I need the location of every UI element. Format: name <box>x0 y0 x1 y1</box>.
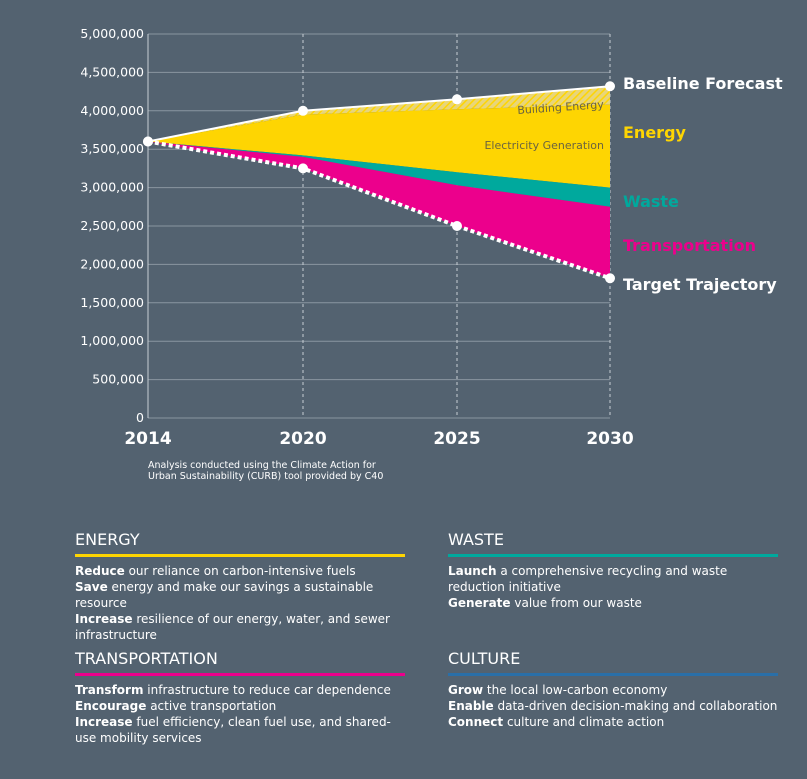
waste-item-verb: Launch <box>448 564 497 578</box>
transportation-item: Transform infrastructure to reduce car d… <box>75 682 405 698</box>
baseline-forecast-line <box>147 85 611 143</box>
electricity-generation-band <box>148 104 610 188</box>
transportation-band <box>148 141 610 279</box>
y-tick-label: 4,000,000 <box>80 103 144 118</box>
waste-band <box>148 141 610 207</box>
x-tick-label: 2014 <box>124 429 171 449</box>
baseline-forecast-point <box>605 81 615 92</box>
y-tick-label: 4,500,000 <box>80 64 144 79</box>
transportation-section: TRANSPORTATION Transform infrastructure t… <box>75 649 405 746</box>
y-tick-label: 1,000,000 <box>80 333 144 348</box>
label-electricity-generation: Electricity Generation <box>484 139 604 152</box>
culture-item: Connect culture and climate action <box>448 714 778 730</box>
culture-item-verb: Grow <box>448 683 484 697</box>
energy-heading: ENERGY <box>75 530 405 557</box>
transportation-item-verb: Increase <box>75 715 133 729</box>
target-trajectory-point <box>143 136 153 147</box>
label-waste: Waste <box>623 192 679 211</box>
culture-item-verb: Enable <box>448 699 494 713</box>
culture-item-verb: Connect <box>448 715 504 729</box>
transportation-item-verb: Encourage <box>75 699 147 713</box>
waste-item: Generate value from our waste <box>448 595 778 611</box>
transportation-heading: TRANSPORTATION <box>75 649 405 676</box>
waste-section: WASTE Launch a comprehensive recycling an… <box>448 530 778 611</box>
culture-item-text: data-driven decision-making and collabor… <box>493 699 778 713</box>
analysis-note-line1: Analysis conducted using the Climate Act… <box>148 460 376 471</box>
baseline-forecast-point <box>452 94 462 105</box>
y-tick-label: 2,500,000 <box>80 218 144 233</box>
target-trajectory-line <box>147 139 611 281</box>
energy-item: Reduce our reliance on carbon-intensive … <box>75 563 405 579</box>
transportation-item: Encourage active transportation <box>75 698 405 714</box>
y-tick-label: 2,000,000 <box>80 256 144 271</box>
transportation-item-text: active transportation <box>146 699 277 713</box>
culture-item: Grow the local low-carbon economy <box>448 682 778 698</box>
energy-item-verb: Reduce <box>75 564 125 578</box>
emissions-chart: 0 500,000 1,000,000 1,500,000 2,000,000 2,500… <box>80 26 783 449</box>
analysis-note-line2: Urban Sustainability (CURB) tool provide… <box>148 471 384 482</box>
y-tick-label: 5,000,000 <box>80 26 144 41</box>
transportation-item: Increase fuel efficiency, clean fuel use… <box>75 714 405 746</box>
label-target-trajectory: Target Trajectory <box>623 275 777 294</box>
culture-item-text: culture and climate action <box>503 715 665 729</box>
waste-heading: WASTE <box>448 530 778 557</box>
label-energy: Energy <box>623 123 687 142</box>
label-building-energy: Building Energy <box>517 98 605 117</box>
energy-item-text: energy and make our savings a sustainabl… <box>75 580 374 610</box>
energy-item-verb: Save <box>75 580 108 594</box>
waste-item: Launch a comprehensive recycling and was… <box>448 563 778 595</box>
x-tick-label: 2025 <box>433 429 480 449</box>
y-tick-label: 3,000,000 <box>80 180 144 195</box>
y-tick-label: 500,000 <box>92 372 144 387</box>
x-tick-label: 2030 <box>586 429 633 449</box>
energy-item: Increase resilience of our energy, water… <box>75 611 405 643</box>
transportation-item-verb: Transform <box>75 683 144 697</box>
y-tick-label: 0 <box>136 410 144 425</box>
analysis-note: Analysis conducted using the Climate Act… <box>148 460 448 482</box>
label-baseline-forecast: Baseline Forecast <box>623 74 783 93</box>
y-tick-label: 3,500,000 <box>80 141 144 156</box>
energy-item: Save energy and make our savings a susta… <box>75 579 405 611</box>
culture-item: Enable data-driven decision-making and c… <box>448 698 778 714</box>
label-transportation: Transportation <box>623 236 756 255</box>
transportation-item-text: infrastructure to reduce car dependence <box>143 683 391 697</box>
energy-section: ENERGY Reduce our reliance on carbon-inte… <box>75 530 405 643</box>
energy-item-verb: Increase <box>75 612 133 626</box>
culture-heading: CULTURE <box>448 649 778 676</box>
transportation-item-text: fuel efficiency, clean fuel use, and sha… <box>75 715 391 745</box>
waste-item-text: value from our waste <box>510 596 642 610</box>
target-trajectory-point <box>452 221 462 231</box>
building-energy-band <box>148 86 610 142</box>
baseline-forecast-point <box>298 105 308 116</box>
target-trajectory-point <box>605 273 615 284</box>
waste-item-text: a comprehensive recycling and waste redu… <box>448 564 728 594</box>
target-trajectory-point <box>298 163 308 174</box>
waste-item-verb: Generate <box>448 596 511 610</box>
x-tick-label: 2020 <box>279 429 326 449</box>
energy-item-text: our reliance on carbon-intensive fuels <box>124 564 356 578</box>
energy-item-text: resilience of our energy, water, and sew… <box>75 612 390 642</box>
culture-section: CULTURE Grow the local low-carbon economy… <box>448 649 778 730</box>
culture-item-text: the local low-carbon economy <box>483 683 668 697</box>
y-tick-label: 1,500,000 <box>80 295 144 310</box>
